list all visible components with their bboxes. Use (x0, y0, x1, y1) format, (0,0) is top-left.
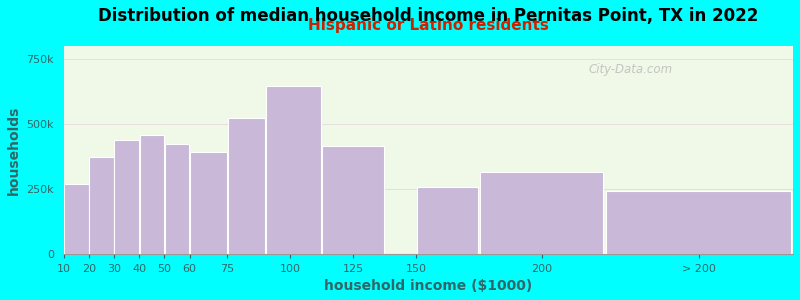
Bar (417, 187, 478, 254)
Bar (480, 172, 603, 254)
Text: Hispanic or Latino residents: Hispanic or Latino residents (308, 18, 549, 33)
Bar (114, 140, 139, 254)
Bar (139, 135, 164, 254)
Bar (190, 152, 227, 254)
Y-axis label: households: households (7, 106, 21, 195)
Bar (165, 144, 190, 254)
Title: Distribution of median household income in Pernitas Point, TX in 2022: Distribution of median household income … (98, 7, 758, 25)
Bar (228, 118, 265, 254)
Bar (266, 86, 321, 254)
Bar (90, 157, 114, 254)
X-axis label: household income ($1000): household income ($1000) (324, 279, 533, 293)
Bar (606, 190, 791, 254)
Text: City-Data.com: City-Data.com (589, 63, 673, 76)
Bar (322, 146, 384, 254)
Bar (64, 184, 89, 254)
